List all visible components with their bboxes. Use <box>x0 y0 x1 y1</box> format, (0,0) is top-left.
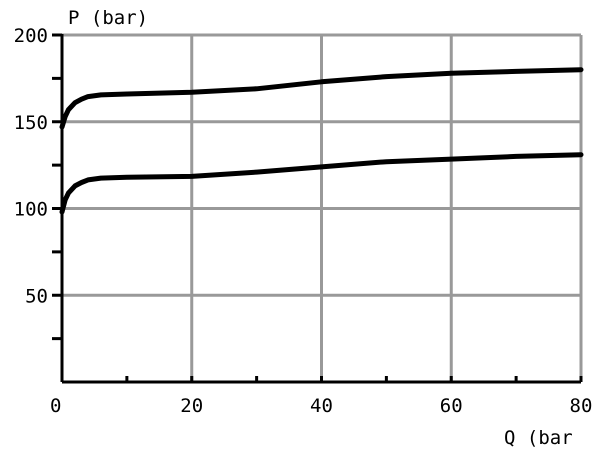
y-tick-label-50: 50 <box>25 285 48 307</box>
tick-labels: 0 20 40 60 80 50 100 150 200 <box>14 25 593 417</box>
ticks <box>52 33 583 382</box>
y-tick-label-100: 100 <box>14 199 48 221</box>
x-tick-label-0: 0 <box>50 395 61 417</box>
x-tick-label-60: 60 <box>440 395 463 417</box>
y-axis-title: P (bar) <box>68 7 148 29</box>
series-line-2 <box>59 152 584 215</box>
x-axis-title: Q (bar <box>504 427 573 449</box>
x-tick-label-20: 20 <box>180 395 203 417</box>
grid <box>62 33 583 382</box>
series-group <box>59 67 584 215</box>
x-tick-label-40: 40 <box>310 395 333 417</box>
y-tick-label-200: 200 <box>14 25 48 47</box>
y-tick-label-150: 150 <box>14 112 48 134</box>
series-line-1 <box>59 67 584 130</box>
x-tick-label-80: 80 <box>570 395 593 417</box>
